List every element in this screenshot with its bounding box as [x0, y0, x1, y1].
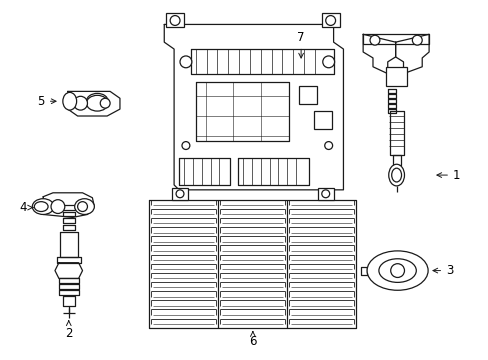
Ellipse shape — [86, 95, 108, 111]
Ellipse shape — [388, 164, 404, 186]
Ellipse shape — [366, 251, 427, 290]
Text: 7: 7 — [297, 31, 304, 58]
Circle shape — [74, 96, 87, 110]
Bar — [385, 67, 407, 86]
Text: 5: 5 — [38, 95, 56, 108]
Circle shape — [78, 202, 87, 212]
Text: 2: 2 — [65, 321, 72, 340]
Circle shape — [369, 35, 379, 45]
Ellipse shape — [378, 259, 415, 282]
Ellipse shape — [86, 93, 108, 109]
Text: 3: 3 — [432, 264, 452, 277]
Ellipse shape — [63, 93, 77, 110]
Circle shape — [411, 35, 421, 45]
Text: 4: 4 — [20, 201, 33, 214]
Ellipse shape — [34, 202, 48, 212]
Circle shape — [51, 200, 65, 213]
Ellipse shape — [32, 199, 54, 215]
Circle shape — [100, 98, 110, 108]
Bar — [299, 86, 316, 104]
Circle shape — [170, 15, 180, 26]
Circle shape — [324, 141, 332, 149]
Circle shape — [180, 56, 191, 68]
Ellipse shape — [75, 199, 94, 215]
Circle shape — [325, 15, 335, 26]
Ellipse shape — [391, 168, 401, 182]
Text: 6: 6 — [248, 332, 256, 348]
Circle shape — [176, 190, 183, 198]
Text: 1: 1 — [436, 168, 460, 181]
Circle shape — [182, 141, 189, 149]
Bar — [166, 13, 183, 27]
Bar — [313, 111, 331, 129]
Circle shape — [321, 190, 329, 198]
Bar — [321, 13, 339, 27]
Circle shape — [390, 264, 404, 278]
Bar — [172, 188, 187, 200]
Bar — [317, 188, 333, 200]
Circle shape — [322, 56, 334, 68]
